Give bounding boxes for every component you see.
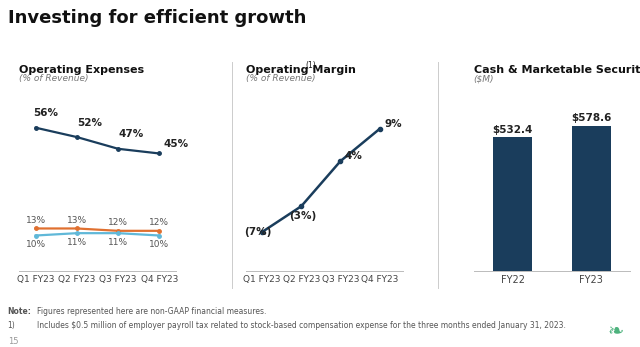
Text: (3%): (3%) — [289, 211, 317, 221]
Text: 1): 1) — [8, 321, 15, 330]
Text: 13%: 13% — [67, 216, 87, 225]
Text: 45%: 45% — [164, 139, 189, 149]
Text: Operating Margin: Operating Margin — [246, 65, 356, 75]
Text: (1): (1) — [305, 61, 316, 70]
Text: 9%: 9% — [385, 119, 402, 129]
Legend: Operating Margin: Operating Margin — [275, 344, 375, 347]
Text: (7%): (7%) — [244, 227, 272, 237]
Text: 47%: 47% — [118, 129, 143, 139]
Text: ❧: ❧ — [607, 322, 624, 341]
Text: 15: 15 — [8, 337, 18, 346]
Text: ($M): ($M) — [474, 74, 494, 83]
Text: Operating Expenses: Operating Expenses — [19, 65, 145, 75]
Text: Includes $0.5 million of employer payroll tax related to stock-based compensatio: Includes $0.5 million of employer payrol… — [37, 321, 566, 330]
Text: 11%: 11% — [108, 238, 128, 247]
Text: (% of Revenue): (% of Revenue) — [19, 74, 89, 83]
Text: 4%: 4% — [344, 151, 362, 161]
Text: Investing for efficient growth: Investing for efficient growth — [8, 9, 306, 27]
Text: 52%: 52% — [77, 118, 102, 128]
Text: 12%: 12% — [149, 218, 170, 227]
Text: 13%: 13% — [26, 216, 45, 225]
Legend: Cash & Marketable Securities: Cash & Marketable Securities — [476, 344, 628, 347]
Text: $532.4: $532.4 — [493, 125, 533, 135]
Text: Cash & Marketable Securities: Cash & Marketable Securities — [474, 65, 640, 75]
Text: Figures represented here are non-GAAP financial measures.: Figures represented here are non-GAAP fi… — [37, 307, 266, 316]
Text: 10%: 10% — [26, 240, 45, 249]
Bar — [572, 126, 611, 271]
Text: 12%: 12% — [108, 218, 128, 227]
Text: 56%: 56% — [34, 108, 59, 118]
Text: Note:: Note: — [8, 307, 31, 316]
Bar — [493, 137, 532, 271]
Text: (% of Revenue): (% of Revenue) — [246, 74, 316, 83]
Text: $578.6: $578.6 — [571, 113, 611, 123]
Legend: S&M, R&D, G&A: S&M, R&D, G&A — [35, 344, 161, 347]
Text: 11%: 11% — [67, 238, 87, 247]
Text: 10%: 10% — [149, 240, 170, 249]
